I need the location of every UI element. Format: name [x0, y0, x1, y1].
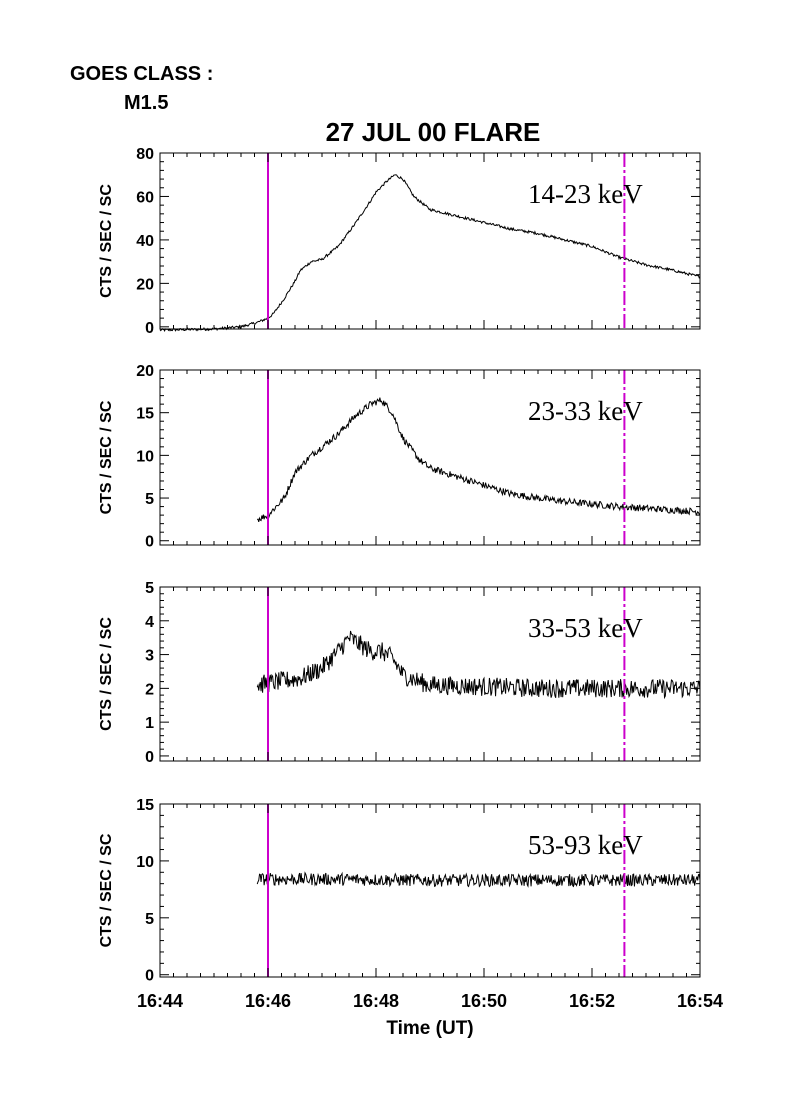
energy-band-label: 14-23 keV: [528, 179, 643, 209]
x-tick-label: 16:48: [353, 991, 399, 1011]
y-tick-label: 15: [136, 406, 154, 423]
y-tick-label: 0: [145, 749, 154, 766]
y-tick-label: 5: [145, 491, 154, 508]
y-tick-label: 3: [145, 648, 154, 665]
energy-band-label: 33-53 keV: [528, 613, 643, 643]
x-tick-label: 16:52: [569, 991, 615, 1011]
x-tick-label: 16:54: [677, 991, 723, 1011]
energy-band-label: 23-33 keV: [528, 396, 643, 426]
y-tick-label: 4: [145, 614, 154, 631]
panel-3: 0 1 2 3 4 5 CTS / SEC / SC 33-53 keV: [98, 580, 701, 766]
x-tick-label: 16:44: [137, 991, 183, 1011]
y-tick-label: 60: [136, 189, 154, 206]
x-axis-label: Time (UT): [386, 1018, 473, 1039]
y-tick-label: 5: [145, 911, 154, 928]
y-tick-label: 5: [145, 580, 154, 597]
y-tick-label: 10: [136, 854, 154, 871]
chart-title: 27 JUL 00 FLARE: [326, 117, 541, 147]
series-trace: [256, 397, 701, 523]
y-axis-label: CTS / SEC / SC: [98, 400, 115, 514]
y-tick-label: 0: [145, 534, 154, 551]
x-tick-label: 16:46: [245, 991, 291, 1011]
x-tick-label: 16:50: [461, 991, 507, 1011]
y-axis-label: CTS / SEC / SC: [98, 833, 115, 947]
y-tick-label: 20: [136, 363, 154, 380]
energy-band-label: 53-93 keV: [528, 830, 643, 860]
series-trace: [256, 630, 701, 700]
panel-2: 0 5 10 15 20 CTS / SEC / SC 23-33 keV: [98, 363, 701, 551]
y-tick-label: 0: [145, 320, 154, 337]
panel-4: 0 5 10 15 CTS / SEC / SC 53-93 keV 16:44 16:46 1…: [98, 797, 723, 1011]
y-tick-label: 0: [145, 968, 154, 985]
y-tick-label: 80: [136, 146, 154, 163]
y-tick-label: 2: [145, 681, 154, 698]
y-tick-label: 10: [136, 448, 154, 465]
panel-1: 0 20 40 60 80 CTS / SEC / SC 14-23 keV: [98, 146, 701, 337]
y-tick-label: 40: [136, 233, 154, 250]
y-tick-label: 20: [136, 276, 154, 293]
y-tick-label: 1: [145, 715, 154, 732]
series-trace: [159, 174, 701, 332]
y-tick-label: 15: [136, 797, 154, 814]
series-trace: [256, 871, 701, 888]
goes-class-value: M1.5: [124, 92, 168, 114]
y-axis-label: CTS / SEC / SC: [98, 617, 115, 731]
y-axis-label: CTS / SEC / SC: [98, 184, 115, 298]
goes-class-label: GOES CLASS :: [70, 63, 213, 85]
